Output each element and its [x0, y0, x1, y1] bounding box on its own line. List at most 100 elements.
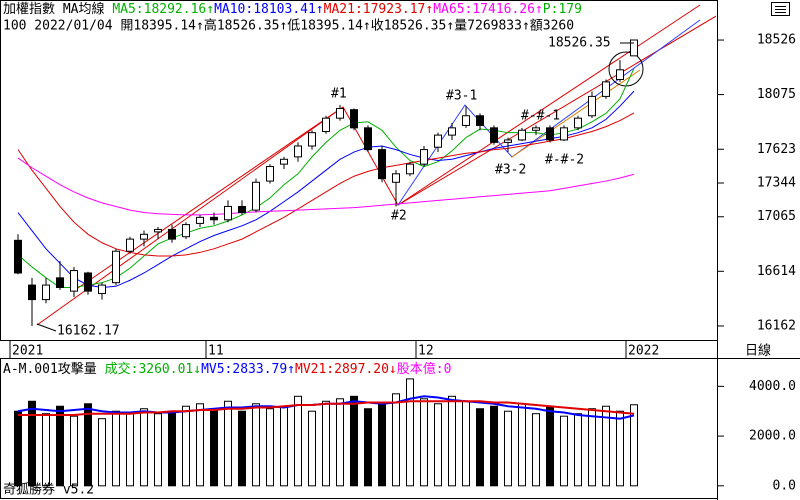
ma-line [17, 157, 635, 216]
y-tick-label: 17065 [757, 209, 796, 224]
header-part: MA21:17923.17↑ [324, 2, 434, 17]
candle-body [238, 205, 246, 214]
header-part: A-M.001攻擊量 [3, 361, 105, 377]
candle-body [336, 107, 344, 119]
candle-body [84, 272, 92, 292]
candle-body [588, 95, 596, 117]
volume-bar [378, 403, 386, 487]
volume-bar [56, 405, 64, 487]
volume-bar [518, 403, 526, 487]
ma-line [17, 112, 635, 257]
volume-bar [308, 410, 316, 487]
candle-body [420, 149, 428, 165]
y-tick-label: 16162 [757, 318, 796, 333]
y-tick-label: 17623 [757, 142, 796, 157]
header-part: MV5:2833.79↑ [201, 362, 295, 377]
volume-bar [630, 404, 638, 487]
volume-bar [14, 410, 22, 487]
candle-body [294, 145, 302, 158]
y-tick-label: 18075 [757, 87, 796, 102]
y-tick-label: 2000.0 [749, 429, 796, 444]
candle-body [462, 115, 470, 126]
volume-bar [364, 408, 372, 487]
annotation: #3-2 [495, 163, 526, 178]
footer: 奇狐勝券 v5.2 [3, 482, 94, 498]
annotation-leader [36, 323, 57, 332]
volume-bar [406, 378, 414, 487]
candle-body [112, 250, 120, 284]
candle-body [490, 127, 498, 143]
volume-bar [504, 410, 512, 487]
volume-bar [140, 408, 148, 487]
volume-bar [210, 408, 218, 487]
x-tick-label: 11 [208, 344, 224, 359]
candle-body [56, 277, 64, 289]
header-part: 成交:3260.01↓ [105, 361, 201, 377]
candle-body [630, 39, 638, 57]
volume-bar [490, 405, 498, 487]
candle-body [518, 129, 526, 141]
volume-bar [546, 405, 554, 487]
volume-bar [448, 395, 456, 487]
candle-body [364, 127, 372, 151]
candle-body [476, 115, 484, 126]
annotation: 16162.17 [57, 324, 120, 339]
candle-body [182, 224, 190, 238]
wave-trendline [36, 15, 716, 326]
volume-bar [616, 410, 624, 487]
candle-body [224, 205, 232, 221]
volume-bar [462, 400, 470, 487]
candle-body [196, 216, 204, 224]
volume-bar [224, 400, 232, 487]
annotation: #1 [331, 87, 347, 102]
menu-icon[interactable] [771, 2, 790, 16]
x-tick-label: 12 [418, 344, 434, 359]
candle-body [560, 127, 568, 141]
volume-bar [602, 405, 610, 487]
volume-bar [392, 393, 400, 487]
volume-bar [266, 408, 274, 487]
volume-bar [154, 413, 162, 487]
volume-bar [28, 400, 36, 487]
y-tick-label: 0.0 [773, 478, 796, 493]
candle-body [280, 158, 288, 165]
volume-bar [98, 418, 106, 487]
candle-body [574, 117, 582, 129]
volume-ma-line [18, 400, 635, 416]
volume-bar [112, 410, 120, 487]
period-label: 日線 [745, 343, 771, 359]
candle-body [14, 239, 22, 274]
candle-body [168, 228, 176, 240]
volume-bar [294, 395, 302, 487]
candle-body [406, 163, 414, 175]
candle-body [392, 173, 400, 183]
header-part: MA5:18292.16↑ [112, 2, 214, 17]
volume-bar [336, 398, 344, 487]
candle-body [546, 127, 554, 141]
candle-body [98, 284, 106, 295]
ma-line [17, 68, 635, 289]
header-part: 股本億:0 [397, 361, 452, 377]
header-part: MA65:17416.26↑ [433, 2, 543, 17]
volume-bar [70, 415, 78, 487]
header-part: MV21:2897.20↓ [295, 362, 397, 377]
candle-body [28, 284, 36, 301]
header-part: P:179 [543, 2, 582, 17]
y-tick-label: 18526 [757, 33, 796, 48]
volume-bar [588, 408, 596, 487]
ma-line [17, 90, 635, 289]
candle-body [154, 228, 162, 233]
candle-body [252, 181, 260, 211]
annotation: 18526.35 [548, 36, 611, 51]
candle-body [42, 284, 50, 301]
header-text: A-M.001攻擊量 成交:3260.01↓MV5:2833.79↑MV21:2… [3, 361, 451, 377]
header-part: 加權指數 MA均線 [3, 1, 112, 17]
volume-bar [42, 413, 50, 487]
candle-body [378, 149, 386, 180]
volume-bar [252, 403, 260, 487]
candle-body [602, 81, 610, 97]
candle-body [434, 134, 442, 148]
volume-bar [182, 405, 190, 487]
candle-body [140, 233, 148, 240]
volume-bar [126, 413, 134, 487]
